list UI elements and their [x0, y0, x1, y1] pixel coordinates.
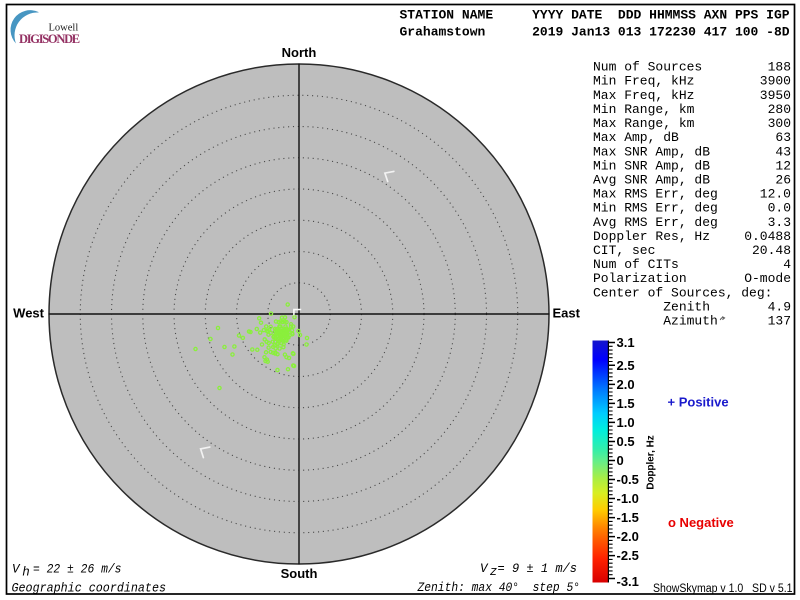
svg-text:3950: 3950 [760, 88, 791, 103]
svg-text:-0.5: -0.5 [617, 472, 639, 487]
svg-text:Max Range, km: Max Range, km [593, 116, 695, 131]
svg-text:-2.0: -2.0 [617, 529, 639, 544]
svg-text:-1.0: -1.0 [617, 491, 639, 506]
svg-text:z: z [490, 565, 498, 579]
svg-text:-2.5: -2.5 [617, 548, 639, 563]
svg-text:280: 280 [768, 102, 791, 117]
svg-text:Doppler Res, Hz: Doppler Res, Hz [593, 229, 710, 244]
svg-text:Zenith: max 40° step 5°: Zenith: max 40° step 5° [417, 581, 580, 595]
svg-text:188: 188 [768, 60, 791, 75]
svg-text:4.9: 4.9 [768, 300, 791, 315]
svg-text:Num of Sources: Num of Sources [593, 60, 702, 75]
svg-text:East: East [553, 306, 581, 321]
svg-text:2.5: 2.5 [617, 358, 635, 373]
svg-text:1.0: 1.0 [617, 415, 635, 430]
svg-text:63: 63 [775, 130, 791, 145]
svg-text:Lowell: Lowell [49, 23, 79, 34]
svg-text:Zenith: Zenith [593, 300, 710, 315]
svg-text:Azimuth: Azimuth [593, 314, 718, 329]
svg-text:CIT, sec: CIT, sec [593, 243, 655, 258]
svg-text:12.0: 12.0 [760, 187, 791, 202]
svg-text:Center of Sources, deg:: Center of Sources, deg: [593, 285, 772, 300]
svg-text:3900: 3900 [760, 74, 791, 89]
svg-text:Max RMS Err, deg: Max RMS Err, deg [593, 187, 718, 202]
svg-text:Polarization: Polarization [593, 271, 687, 286]
svg-text:+ Positive: + Positive [668, 395, 729, 410]
svg-text:12: 12 [775, 158, 791, 173]
svg-text:West: West [13, 306, 44, 321]
svg-text:Min Freq, kHz: Min Freq, kHz [593, 74, 694, 89]
svg-text:20.48: 20.48 [752, 243, 791, 258]
svg-text:Grahamstown 2019 Jan13 01: Grahamstown 2019 Jan13 013 172230 417 10… [400, 25, 790, 40]
svg-text:Num of CITs: Num of CITs [593, 257, 679, 272]
svg-text:Geographic coordinates: Geographic coordinates [12, 582, 167, 596]
svg-text:DIGISONDE: DIGISONDE [19, 32, 80, 46]
svg-text:h: h [22, 566, 30, 580]
svg-text:V: V [12, 563, 21, 577]
svg-text:2.0: 2.0 [617, 377, 635, 392]
svg-text:North: North [282, 45, 317, 60]
svg-text:3.1: 3.1 [617, 335, 635, 350]
svg-text:26: 26 [775, 173, 791, 188]
svg-text:= 22 ± 26 m/s: = 22 ± 26 m/s [33, 563, 122, 577]
svg-text:0.0488: 0.0488 [744, 229, 791, 244]
svg-text:Avg RMS Err, deg: Avg RMS Err, deg [593, 215, 718, 230]
svg-text:Max Freq, kHz: Max Freq, kHz [593, 88, 694, 103]
svg-text:0.5: 0.5 [617, 434, 635, 449]
svg-text:137: 137 [768, 314, 791, 329]
svg-text:Doppler, Hz: Doppler, Hz [646, 435, 657, 489]
svg-text:STATION NAME YYYY DATE DD: STATION NAME YYYY DATE DDD HHMMSS AXN PP… [400, 8, 790, 23]
svg-text:1.5: 1.5 [617, 396, 635, 411]
svg-text:0.0: 0.0 [768, 201, 791, 216]
svg-text:Avg SNR Amp, dB: Avg SNR Amp, dB [593, 173, 710, 188]
svg-text:O-mode: O-mode [744, 271, 791, 286]
svg-text:0: 0 [617, 453, 624, 468]
svg-text:Max Amp, dB: Max Amp, dB [593, 130, 679, 145]
svg-text:Min RMS Err, deg: Min RMS Err, deg [593, 201, 718, 216]
svg-text:o Negative: o Negative [668, 515, 734, 530]
svg-text:Max SNR Amp, dB: Max SNR Amp, dB [593, 144, 710, 159]
svg-text:South: South [281, 566, 318, 581]
svg-text:300: 300 [768, 116, 791, 131]
svg-text:-1.5: -1.5 [617, 510, 639, 525]
svg-text:Min SNR Amp, dB: Min SNR Amp, dB [593, 158, 710, 173]
svg-text:Min Range, km: Min Range, km [593, 102, 695, 117]
svg-text:3.3: 3.3 [768, 215, 791, 230]
svg-text:43: 43 [775, 144, 791, 159]
svg-text:4: 4 [783, 257, 791, 272]
svg-text:-3.1: -3.1 [617, 574, 639, 589]
svg-text:= 9 ± 1 m/s: = 9 ± 1 m/s [498, 562, 578, 576]
svg-text:V: V [480, 562, 489, 576]
svg-text:ShowSkymap v 1.0 SD v 5.1: ShowSkymap v 1.0 SD v 5.1 [653, 583, 793, 595]
